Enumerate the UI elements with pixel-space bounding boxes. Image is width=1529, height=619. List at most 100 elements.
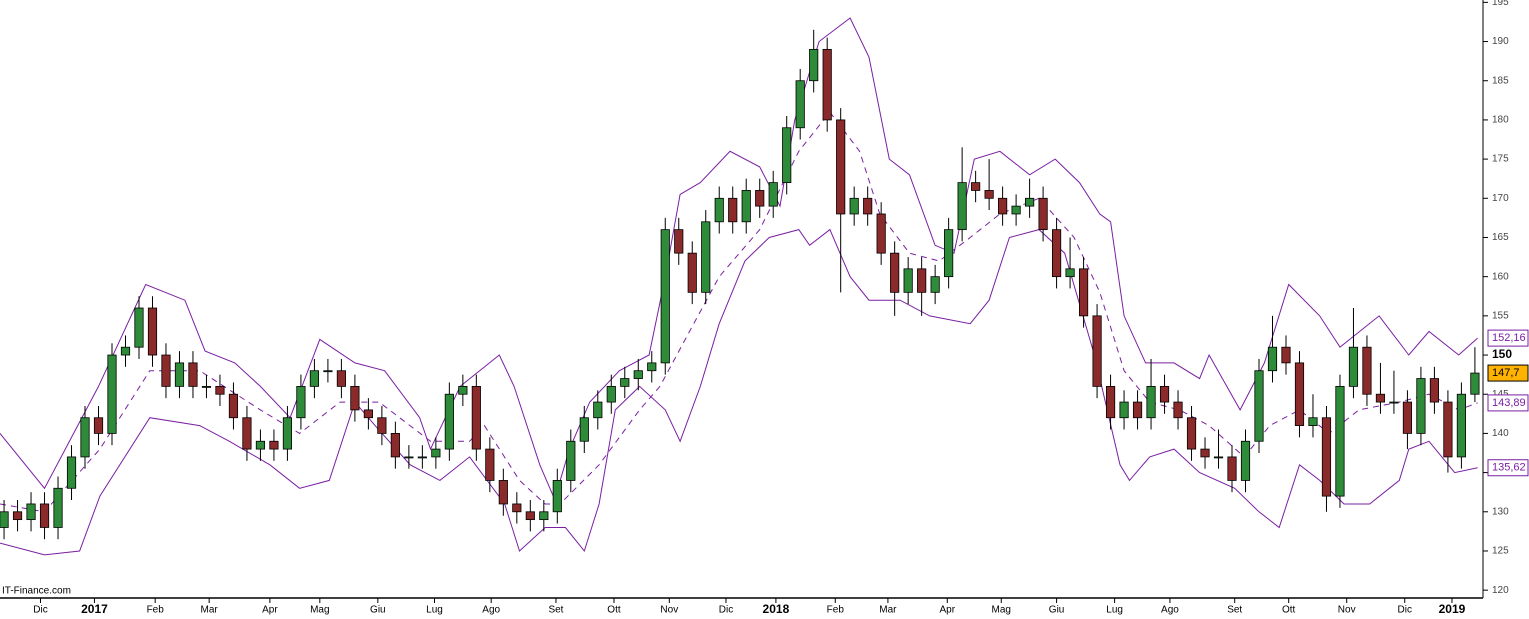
candle-body: [336, 370, 346, 387]
y-tick-label: 165: [1492, 232, 1509, 243]
x-tick-label: Giu: [1049, 605, 1065, 616]
candle-body: [1470, 372, 1480, 395]
x-tick-label: Dic: [1398, 605, 1412, 616]
candle-body: [93, 417, 104, 434]
candle-body: [1254, 370, 1264, 442]
candle-body: [890, 252, 900, 293]
x-tick-label: Apr: [940, 605, 956, 616]
x-tick-label: Set: [1227, 605, 1242, 616]
candle-body: [728, 197, 738, 223]
x-tick-label: Mag: [310, 605, 329, 616]
x-tick-label: Ott: [1282, 605, 1296, 616]
candle-body: [242, 417, 252, 450]
y-tick-label: 195: [1492, 0, 1509, 8]
candle-body: [687, 252, 697, 293]
y-tick-label: 160: [1492, 271, 1509, 282]
x-tick-label: Feb: [147, 605, 165, 616]
last-value-label: 152,16: [1492, 332, 1526, 344]
candle-body: [228, 393, 239, 419]
candle-body: [552, 480, 562, 513]
candle-body: [134, 307, 144, 348]
y-tick-label: 155: [1492, 310, 1509, 321]
candle-body: [633, 370, 643, 379]
candle-body: [822, 48, 832, 121]
candle-body: [1267, 346, 1278, 372]
x-tick-label: Mar: [201, 605, 219, 616]
candle-body: [809, 48, 819, 82]
candle-body: [957, 182, 967, 231]
candle-body: [444, 393, 454, 450]
candle-body: [593, 401, 603, 419]
candle-body: [795, 80, 805, 129]
candle-body: [566, 440, 576, 481]
candle-body: [1227, 456, 1237, 481]
candle-body: [741, 190, 751, 223]
candle-body: [161, 354, 171, 387]
y-tick-label: 140: [1492, 428, 1509, 439]
candle-body: [201, 385, 212, 388]
candle-body: [323, 370, 333, 373]
candle-body: [660, 229, 670, 364]
x-tick-label: Dic: [33, 605, 47, 616]
y-tick-label: 125: [1492, 546, 1509, 557]
x-tick-label: 2019: [1439, 602, 1466, 616]
x-tick-label: 2017: [81, 602, 108, 616]
y-tick-label: 190: [1492, 36, 1509, 47]
candle-body: [782, 127, 792, 184]
candle-body: [1025, 197, 1035, 207]
candle-body: [1308, 417, 1318, 426]
x-tick-label: Ago: [482, 605, 500, 616]
candle-body: [647, 362, 657, 372]
last-value-label: 147,7: [1492, 367, 1520, 379]
x-tick-label: Feb: [827, 605, 845, 616]
candle-body: [998, 197, 1008, 215]
candle-body: [377, 417, 387, 434]
candle-body: [1213, 456, 1224, 459]
candle-body: [1132, 401, 1143, 419]
candle-body: [282, 417, 293, 450]
candle-body: [768, 182, 778, 207]
candle-body: [674, 229, 684, 254]
candle-body: [876, 213, 886, 254]
candle-body: [849, 197, 859, 215]
candle-body: [1159, 385, 1170, 403]
candle-body: [944, 229, 954, 278]
candle-body: [1200, 448, 1210, 458]
candle-body: [39, 503, 50, 528]
outer-band: [0, 228, 1478, 556]
candle-body: [1389, 401, 1399, 404]
watermark: IT-Finance.com: [2, 586, 71, 597]
candle-body: [1186, 417, 1197, 450]
candle-body: [903, 268, 913, 293]
candle-body: [1038, 197, 1048, 231]
candle-body: [525, 511, 535, 521]
candle-body: [350, 385, 360, 411]
y-tick-label: 175: [1492, 154, 1509, 165]
candle-body: [66, 456, 77, 489]
candle-body: [269, 440, 279, 450]
candle-body: [917, 268, 927, 293]
candle-body: [1119, 401, 1129, 419]
x-tick-label: Mar: [879, 605, 897, 616]
candle-body: [606, 385, 616, 403]
candle-body: [498, 480, 508, 505]
candle-body: [309, 370, 319, 387]
y-tick-label: 130: [1492, 506, 1509, 517]
candle-body: [1146, 385, 1156, 419]
candle-body: [1281, 346, 1291, 364]
candle-body: [188, 362, 198, 387]
candle-body: [1240, 440, 1251, 481]
candle-body: [512, 503, 522, 513]
candle-body: [1105, 385, 1116, 419]
candle-body: [363, 409, 373, 419]
candle-body: [863, 197, 873, 215]
x-tick-label: Dic: [719, 605, 733, 616]
candle-body: [1092, 315, 1102, 387]
x-tick-label: Apr: [262, 605, 278, 616]
candle-body: [1402, 401, 1413, 434]
y-tick-label: 180: [1492, 115, 1509, 126]
candle-body: [1443, 401, 1453, 458]
y-tick-label: 150: [1492, 347, 1512, 361]
x-tick-label: Mag: [992, 605, 1011, 616]
